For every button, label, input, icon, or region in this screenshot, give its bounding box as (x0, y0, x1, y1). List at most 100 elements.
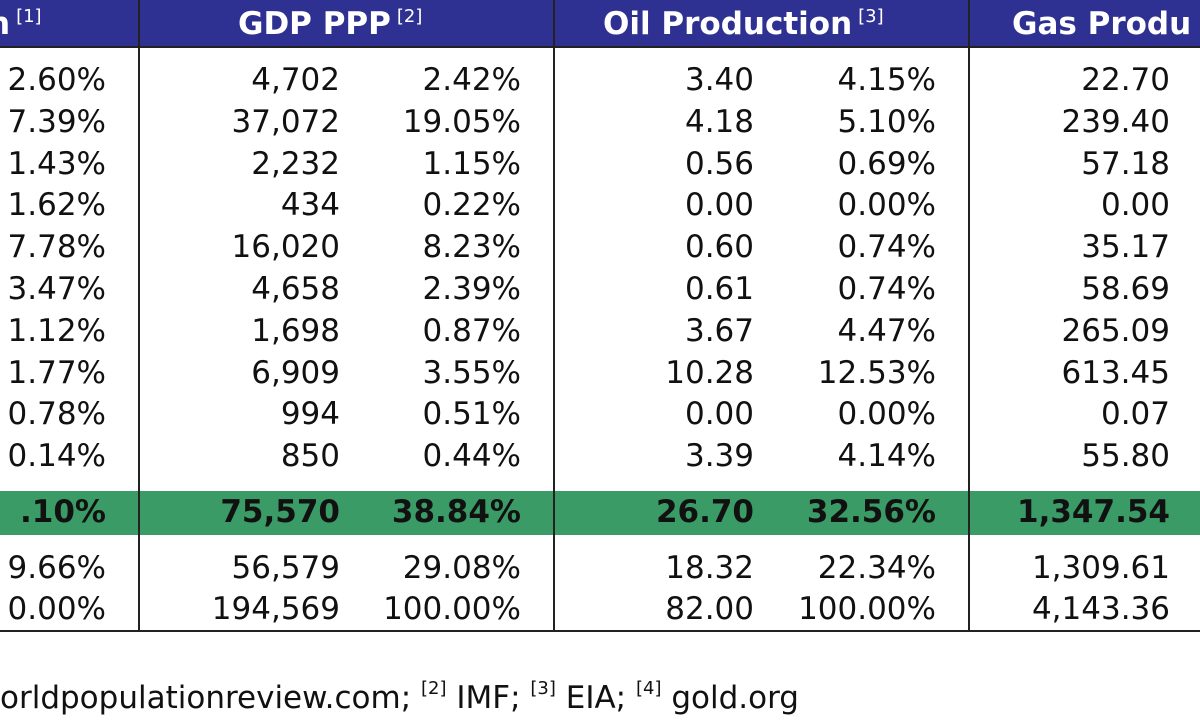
cell-oil-production-value: 3.40 (684, 62, 754, 98)
cell-oil-production-value: 0.00 (684, 396, 754, 433)
cell-gas-production-value: 55.80 (1081, 438, 1170, 475)
cell-gdp-ppp-value: 1,698 (251, 312, 340, 349)
column-divider (553, 0, 555, 632)
footnote-ref-4: [4] (635, 678, 662, 699)
cell-oil-production-share: 0.74% (837, 229, 936, 266)
cell-oil-production-value: 3.39 (684, 438, 754, 475)
cell-oil-production-share: 0.00% (837, 396, 936, 433)
cell-population-share: 1.77% (7, 354, 106, 391)
cell-gdp-ppp-value: 37,072 (231, 103, 340, 140)
header-title: GDP PPP (238, 6, 391, 42)
cell-gdp-ppp-value: 75,570 (220, 494, 340, 530)
cell-oil-production-share: 22.34% (817, 550, 936, 586)
cell-oil-production-value: 26.70 (655, 494, 754, 530)
cell-population-share: 2.60% (7, 62, 106, 98)
cell-gas-production-value: 58.69 (1081, 271, 1170, 307)
cell-oil-production-value: 4.18 (684, 103, 754, 140)
cell-gas-production-value: 0.00 (1100, 187, 1170, 224)
header-title: Oil Production (603, 6, 853, 42)
cell-oil-production-share: 0.69% (837, 145, 936, 182)
cell-gas-production-value: 265.09 (1061, 312, 1170, 349)
cell-gdp-ppp-value: 6,909 (251, 354, 340, 391)
cell-oil-production-share: 32.56% (806, 494, 936, 530)
header-cell-gdp-ppp: GDP PPP [2] (238, 6, 422, 42)
footnote-source-2: IMF; (446, 680, 531, 716)
cell-gdp-ppp-value: 16,020 (231, 229, 340, 266)
cell-gas-production-value: 0.07 (1100, 396, 1170, 433)
cell-gdp-ppp-share: 29.08% (402, 550, 521, 586)
cell-population-share: 0.78% (7, 396, 106, 433)
header-divider (0, 46, 1200, 48)
cell-gdp-ppp-share: 100.00% (383, 591, 521, 627)
cell-oil-production-share: 100.00% (798, 591, 936, 627)
header-title: Gas Produ (1012, 6, 1192, 42)
cell-oil-production-value: 0.61 (684, 271, 754, 307)
header-title: n (0, 6, 10, 42)
header-footnote-ref: [2] (396, 6, 423, 27)
cell-oil-production-share: 4.15% (837, 62, 936, 98)
cell-population-share: 1.12% (7, 312, 106, 349)
cell-gdp-ppp-share: 2.39% (422, 271, 521, 307)
cell-oil-production-share: 4.14% (837, 438, 936, 475)
footnote-source-4: gold.org (661, 680, 799, 716)
header-footnote-ref: [1] (16, 6, 42, 27)
table-header: n [1] GDP PPP[2] Oil Production[3] Gas Pr… (0, 0, 1200, 46)
cell-gas-production-value: 35.17 (1081, 229, 1170, 266)
cell-oil-production-value: 0.60 (684, 229, 754, 266)
cell-gdp-ppp-value: 56,579 (231, 550, 340, 586)
cell-oil-production-share: 5.10% (837, 103, 936, 140)
cell-oil-production-share: 4.47% (837, 312, 936, 349)
footnote-ref-3: [3] (530, 678, 556, 699)
footnote-source-1: orldpopulationreview.com; (0, 680, 421, 716)
cell-gdp-ppp-share: 1.15% (422, 145, 521, 182)
total-row-band (0, 491, 1200, 535)
cell-population-share: 1.62% (7, 187, 106, 224)
footnote-ref-2: [2] (421, 678, 447, 699)
cell-gas-production-value: 22.70 (1081, 62, 1170, 98)
cell-gdp-ppp-share: 0.22% (422, 187, 521, 224)
cell-gdp-ppp-share: 8.23% (422, 229, 521, 266)
cell-gas-production-value: 239.40 (1061, 103, 1170, 140)
cell-population-share: 1.43% (7, 145, 106, 182)
cell-oil-production-share: 0.00% (837, 187, 936, 224)
column-divider (968, 0, 970, 632)
cell-gdp-ppp-value: 434 (280, 187, 340, 224)
cell-gas-production-value: 4,143.36 (1031, 591, 1170, 627)
cell-population-share: 9.66% (7, 550, 106, 586)
cell-gdp-ppp-value: 194,569 (211, 591, 340, 627)
header-cell-oil-production: Oil Production [3] (603, 6, 884, 42)
cell-oil-production-value: 82.00 (665, 591, 754, 627)
cell-population-share: 3.47% (7, 271, 106, 307)
cell-gdp-ppp-share: 0.44% (422, 438, 521, 475)
source-footnote: orldpopulationreview.com; [2] IMF; [3] E… (0, 678, 799, 716)
header-cell-population: n [1] (0, 6, 42, 42)
cell-population-share: 0.14% (7, 438, 106, 475)
cell-oil-production-value: 0.00 (684, 187, 754, 224)
cell-population-share: 7.78% (7, 229, 106, 266)
cell-gas-production-value: 1,309.61 (1031, 550, 1170, 586)
cell-oil-production-value: 10.28 (665, 354, 754, 391)
cell-gdp-ppp-share: 19.05% (402, 103, 521, 140)
cell-gdp-ppp-value: 2,232 (251, 145, 340, 182)
cell-gdp-ppp-value: 4,702 (251, 62, 340, 98)
cell-gdp-ppp-value: 994 (280, 396, 340, 433)
table-bottom-border (0, 630, 1200, 632)
cell-gdp-ppp-share: 38.84% (391, 494, 521, 530)
cell-population-share: 0.00% (7, 591, 106, 627)
cell-oil-production-value: 3.67 (684, 312, 754, 349)
cell-gas-production-value: 613.45 (1061, 354, 1170, 391)
header-footnote-ref: [3] (858, 6, 884, 27)
cell-gdp-ppp-value: 4,658 (251, 271, 340, 307)
cell-gdp-ppp-share: 2.42% (422, 62, 521, 98)
cell-oil-production-share: 0.74% (837, 271, 936, 307)
cell-population-share: .10% (20, 494, 106, 530)
footnote-source-3: EIA; (555, 680, 636, 716)
cell-gas-production-value: 1,347.54 (1017, 494, 1170, 530)
cell-gdp-ppp-share: 0.87% (422, 312, 521, 349)
cell-gas-production-value: 57.18 (1081, 145, 1170, 182)
cell-oil-production-value: 18.32 (665, 550, 754, 586)
cell-population-share: 7.39% (7, 103, 106, 140)
column-divider (138, 0, 140, 632)
cell-gdp-ppp-share: 3.55% (422, 354, 521, 391)
cell-oil-production-value: 0.56 (684, 145, 754, 182)
